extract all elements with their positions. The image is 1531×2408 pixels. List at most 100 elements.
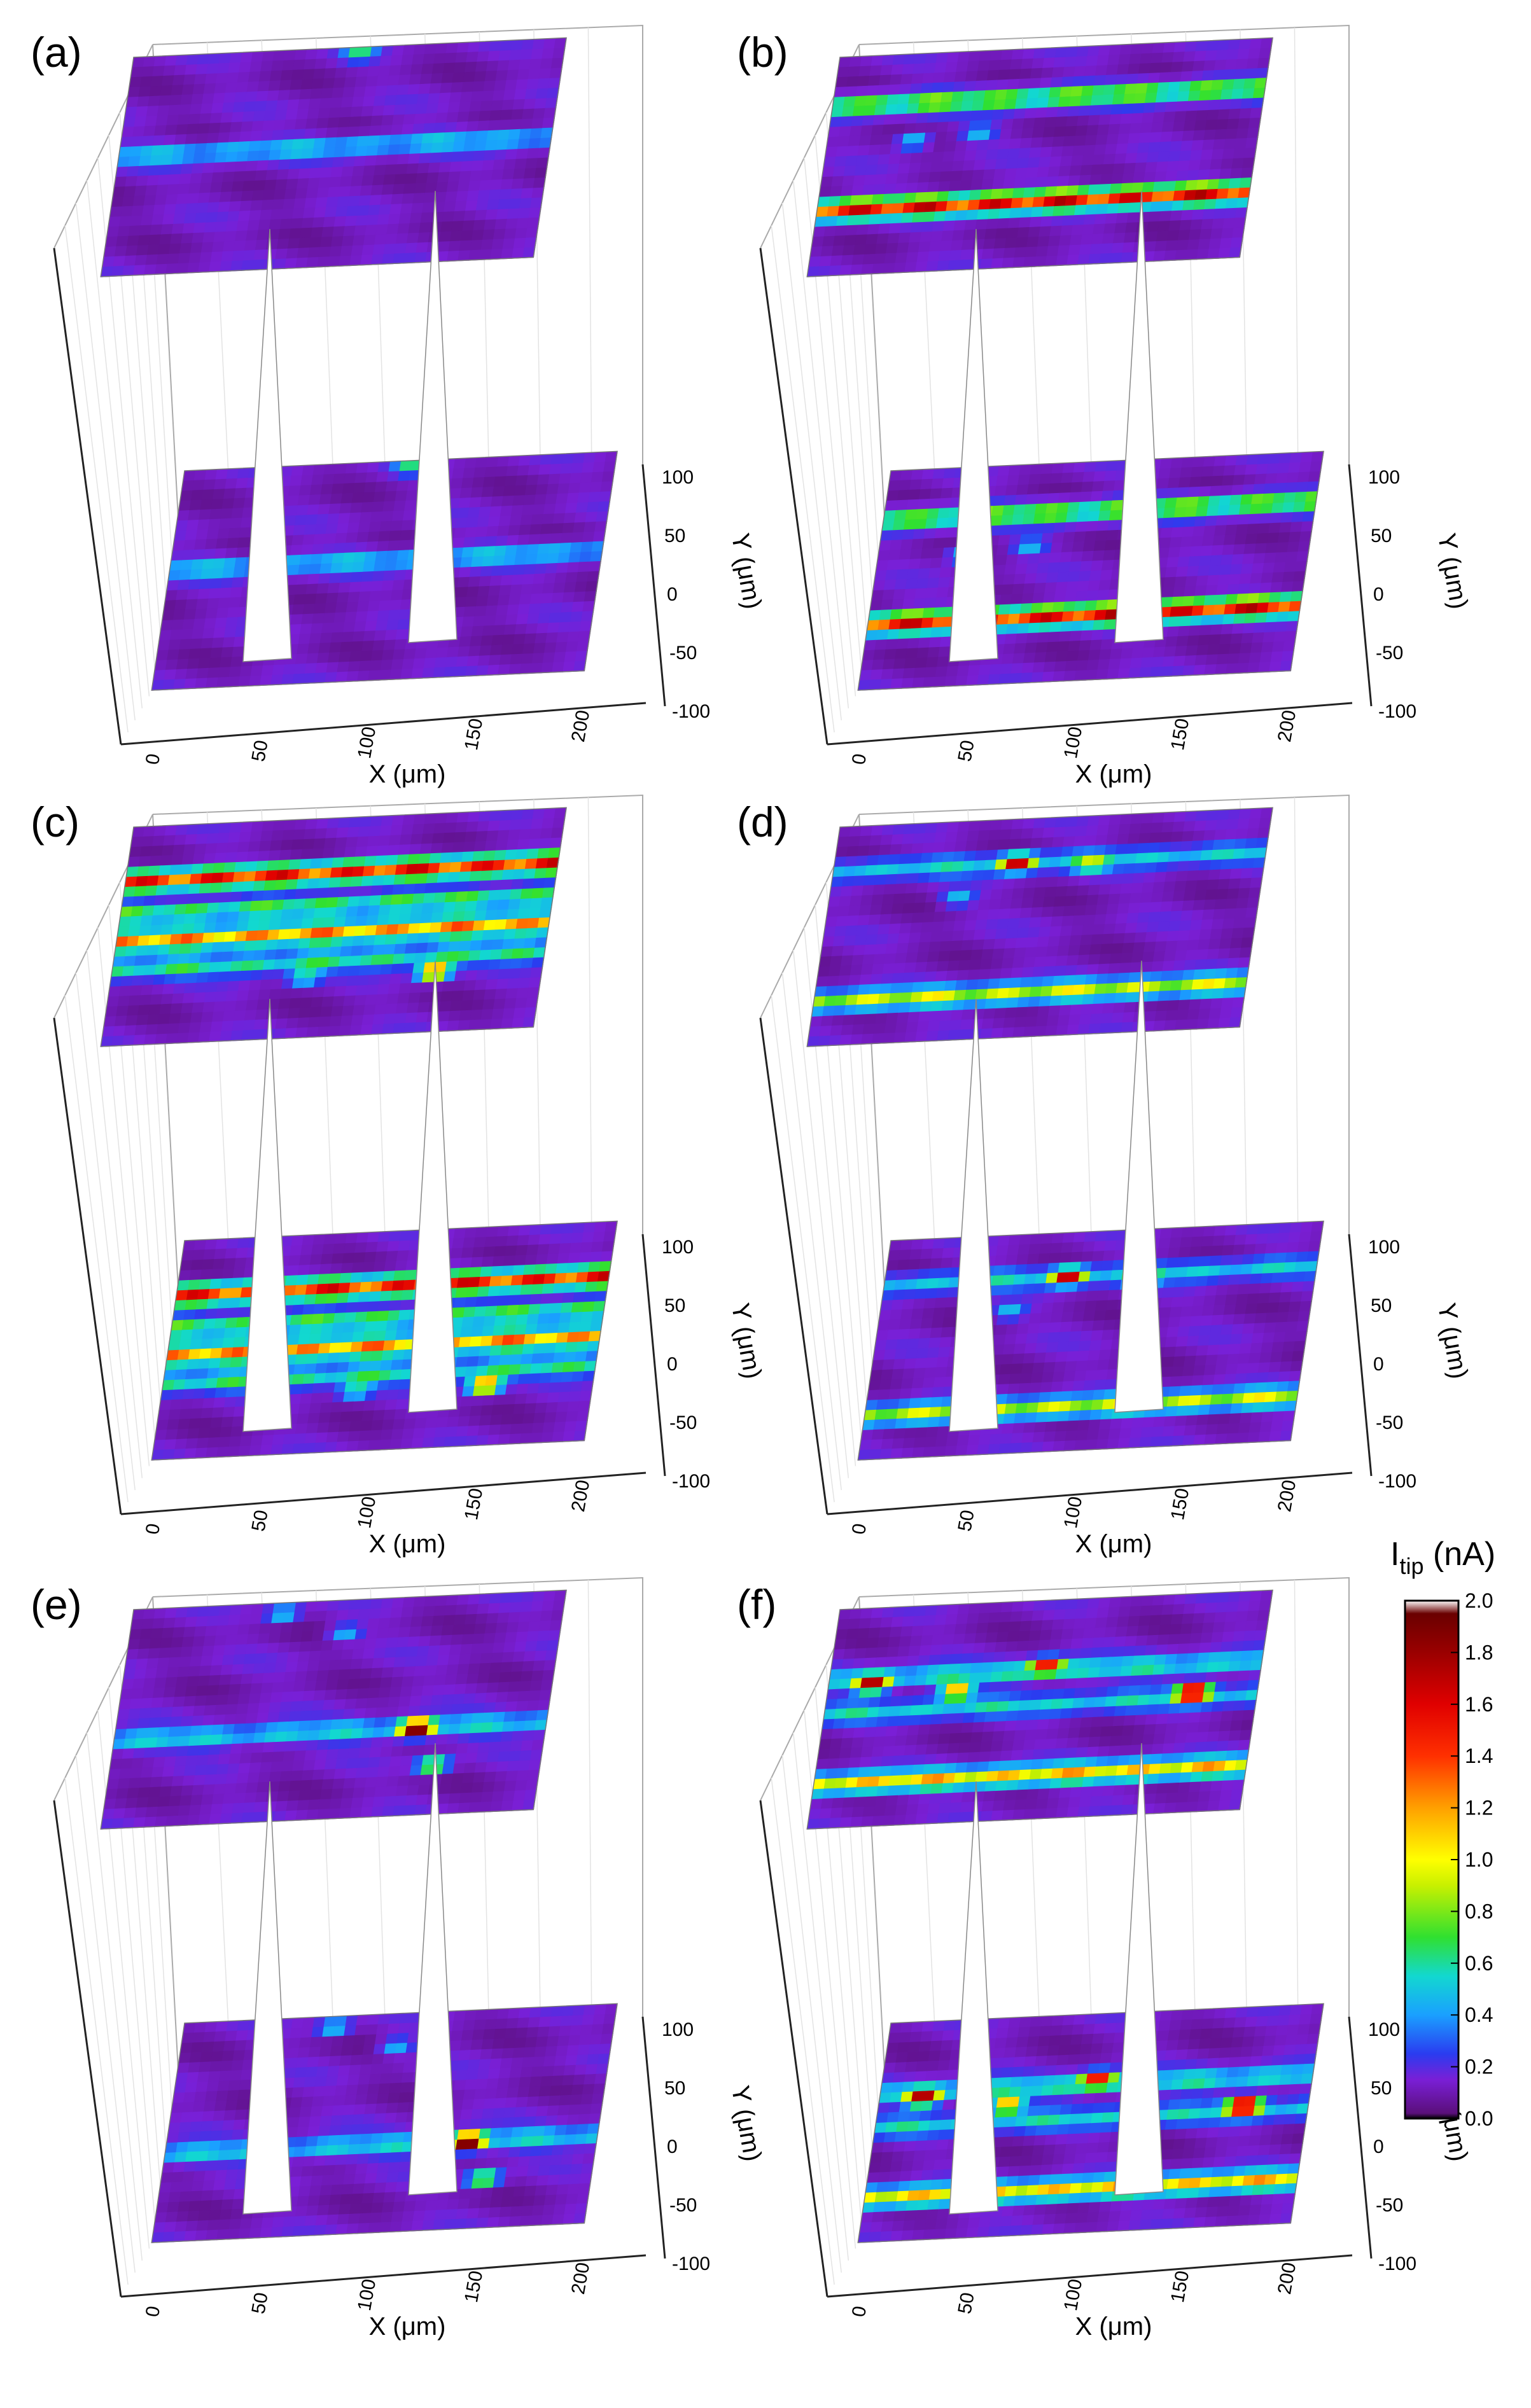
- y-tick-label: 50: [664, 1295, 685, 1316]
- colorbar-tick-label: 1.6: [1465, 1693, 1493, 1716]
- current-spike: [408, 960, 458, 1413]
- x-tick-label: 150: [461, 2269, 487, 2304]
- x-tick-label: 50: [248, 2291, 272, 2316]
- x-tick-label: 150: [1167, 2269, 1193, 2304]
- current-spike: [408, 190, 458, 643]
- x-tick-label: 100: [1060, 2278, 1086, 2313]
- bottom-surface-map: [151, 2003, 618, 2243]
- colorbar-tick-label: 1.2: [1465, 1797, 1493, 1820]
- x-axis-label: X (μm): [369, 760, 446, 788]
- current-spike: [1114, 190, 1164, 643]
- colorbar-tick-label: 2.0: [1465, 1589, 1493, 1612]
- x-axis-label: X (μm): [1075, 2313, 1152, 2341]
- x-tick-label: 100: [1060, 1495, 1086, 1530]
- colorbar-title: Itip (nA): [1390, 1536, 1495, 1579]
- x-tick-label: 0: [142, 752, 164, 766]
- y-tick-label: 50: [1371, 1295, 1392, 1316]
- colorbar-tick-label: 1.4: [1465, 1744, 1493, 1767]
- top-surface-map: [100, 37, 567, 277]
- y-tick-label: 50: [1371, 525, 1392, 546]
- x-tick-label: 150: [1167, 717, 1193, 752]
- x-tick-label: 150: [461, 717, 487, 752]
- x-tick-label: 100: [354, 1495, 380, 1530]
- y-tick-label: 0: [1373, 1354, 1384, 1375]
- top-surface-map: [100, 1589, 567, 1830]
- panel-label: (e): [31, 1581, 82, 1628]
- y-axis-label: Y (μm): [726, 2084, 767, 2164]
- panel-label: (a): [31, 29, 82, 76]
- colorbar-tick-label: 0.6: [1465, 1952, 1493, 1975]
- x-tick-label: 150: [1167, 1487, 1193, 1522]
- x-tick-label: 100: [1060, 725, 1086, 760]
- y-tick-label: -100: [1378, 2253, 1416, 2274]
- x-tick-label: 0: [142, 2304, 164, 2318]
- y-tick-label: -100: [672, 701, 710, 722]
- y-tick-label: -100: [1378, 1471, 1416, 1492]
- panel-label: (d): [737, 798, 788, 846]
- colorbar-tick-label: 0.2: [1465, 2056, 1493, 2078]
- y-tick-label: 100: [662, 1237, 694, 1258]
- colorbar-tick-label: 0.8: [1465, 1900, 1493, 1923]
- x-axis-label: X (μm): [1075, 1530, 1152, 1558]
- x-tick-label: 200: [568, 2261, 594, 2296]
- colorbar: Itip (nA) 2.0 1.8 1.6 1.4 1.2 1.0 0.8 0.6 0.4 0.2 0…: [1390, 1536, 1495, 2130]
- y-axis-label: Y (μm): [1432, 1301, 1473, 1381]
- x-tick-label: 200: [1274, 1479, 1300, 1514]
- x-tick-label: 0: [142, 1522, 164, 1536]
- colorbar-tick-label: 0.0: [1465, 2107, 1493, 2130]
- x-axis-label: X (μm): [1075, 760, 1152, 788]
- current-spike: [1114, 1743, 1164, 2196]
- x-tick-label: 0: [848, 2304, 870, 2318]
- y-tick-label: 50: [664, 2078, 685, 2099]
- bottom-surface-map: [857, 450, 1324, 691]
- y-tick-label: 0: [667, 584, 678, 605]
- x-tick-label: 200: [568, 709, 594, 744]
- y-tick-label: -50: [1376, 1412, 1403, 1433]
- y-tick-label: 50: [1371, 2078, 1392, 2099]
- x-tick-label: 100: [354, 725, 380, 760]
- x-tick-label: 50: [954, 1508, 978, 1533]
- y-tick-label: 0: [667, 1354, 678, 1375]
- y-tick-label: -50: [1376, 643, 1403, 664]
- colorbar-tick-label: 1.8: [1465, 1641, 1493, 1664]
- y-tick-label: 100: [662, 2019, 694, 2040]
- bottom-surface-map: [151, 1220, 618, 1461]
- bottom-surface-map: [151, 450, 618, 691]
- x-tick-label: 50: [248, 739, 272, 763]
- current-spike: [242, 228, 292, 662]
- y-tick-label: -100: [1378, 701, 1416, 722]
- y-tick-label: -50: [1376, 2195, 1403, 2216]
- x-tick-label: 50: [954, 739, 978, 763]
- panel-label: (c): [31, 798, 80, 846]
- y-tick-label: -50: [669, 643, 697, 664]
- colorbar-tick-label: 1.0: [1465, 1848, 1493, 1871]
- top-surface-map: [806, 807, 1273, 1047]
- x-axis-label: X (μm): [369, 2313, 446, 2341]
- current-spike: [242, 998, 292, 1432]
- y-tick-label: -100: [672, 1471, 710, 1492]
- current-spike: [949, 228, 998, 662]
- current-spike: [949, 1781, 998, 2215]
- x-tick-label: 200: [1274, 709, 1300, 744]
- x-tick-label: 150: [461, 1487, 487, 1522]
- bottom-surface-map: [857, 2003, 1324, 2243]
- x-tick-label: 50: [248, 1508, 272, 1533]
- y-tick-label: 0: [1373, 2136, 1384, 2157]
- current-spike: [242, 1781, 292, 2215]
- y-tick-label: 0: [1373, 584, 1384, 605]
- y-tick-label: 100: [1368, 1237, 1400, 1258]
- x-tick-label: 50: [954, 2291, 978, 2316]
- colorbar-tick-label: 0.4: [1465, 2003, 1493, 2026]
- y-tick-label: 100: [662, 467, 694, 488]
- x-tick-label: 200: [568, 1479, 594, 1514]
- bottom-surface-map: [857, 1220, 1324, 1461]
- x-axis-label: X (μm): [369, 1530, 446, 1558]
- x-tick-label: 200: [1274, 2261, 1300, 2296]
- top-surface-map: [806, 1589, 1273, 1830]
